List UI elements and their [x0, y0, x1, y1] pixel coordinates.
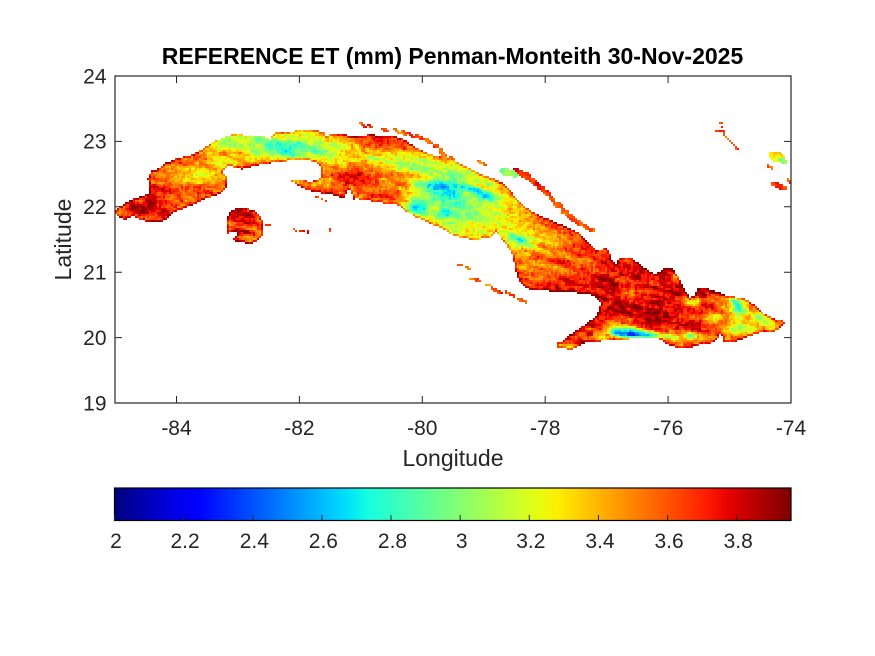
svg-text:2.6: 2.6: [309, 530, 338, 553]
svg-text:Longitude: Longitude: [402, 445, 503, 471]
svg-text:-78: -78: [530, 417, 560, 440]
svg-text:-76: -76: [653, 417, 683, 440]
svg-text:2.4: 2.4: [240, 530, 270, 553]
svg-text:Latitude: Latitude: [50, 199, 76, 281]
svg-text:-74: -74: [776, 417, 807, 440]
svg-text:20: 20: [83, 327, 106, 350]
svg-text:2.8: 2.8: [378, 530, 407, 553]
svg-text:24: 24: [83, 65, 107, 88]
svg-text:21: 21: [83, 262, 106, 285]
svg-text:-80: -80: [407, 417, 437, 440]
svg-text:3.6: 3.6: [654, 530, 683, 553]
svg-text:3.8: 3.8: [724, 530, 753, 553]
svg-text:22: 22: [83, 196, 106, 219]
svg-text:-82: -82: [284, 417, 314, 440]
svg-text:-84: -84: [161, 417, 192, 440]
svg-text:23: 23: [83, 131, 106, 154]
svg-text:3.4: 3.4: [585, 530, 615, 553]
svg-text:2.2: 2.2: [170, 530, 199, 553]
svg-text:2: 2: [110, 530, 122, 553]
svg-text:REFERENCE ET (mm) Penman-Monte: REFERENCE ET (mm) Penman-Monteith 30-Nov…: [162, 43, 744, 69]
svg-text:19: 19: [83, 392, 106, 415]
svg-text:3.2: 3.2: [516, 530, 545, 553]
svg-text:3: 3: [456, 530, 468, 553]
